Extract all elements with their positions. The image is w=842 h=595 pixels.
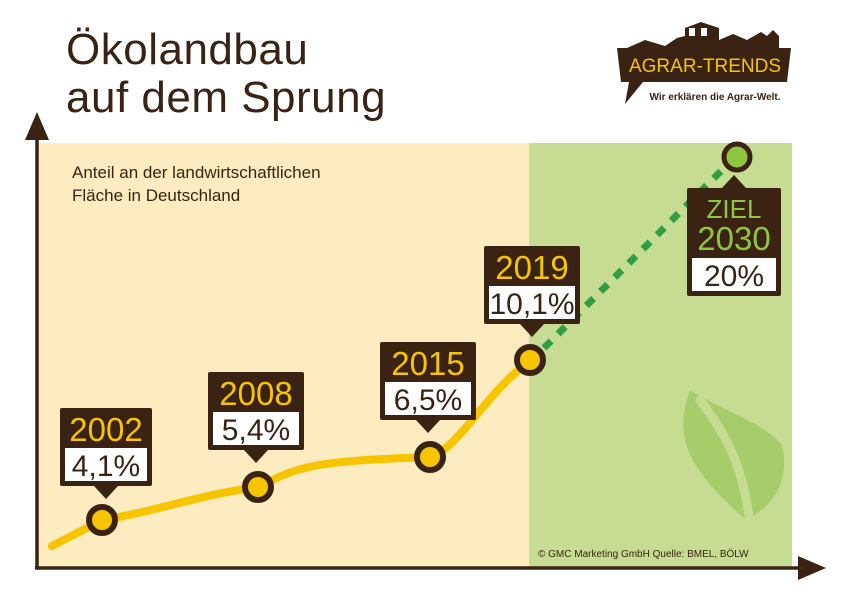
data-point-2019 bbox=[514, 344, 546, 376]
data-point-2002 bbox=[86, 504, 118, 536]
label-value-2015: 6,5% bbox=[394, 384, 462, 417]
label-value-bg-2015 bbox=[385, 382, 471, 415]
label-pointer-2015 bbox=[416, 420, 440, 433]
farm-silhouette-icon bbox=[627, 22, 779, 48]
label-pointer-2002 bbox=[94, 486, 118, 499]
label-target-prefix: ZIEL bbox=[707, 194, 762, 224]
label-year-2015: 2015 bbox=[391, 345, 464, 382]
label-value-2030: 20% bbox=[704, 260, 764, 293]
title-line-1: Ökolandbau bbox=[66, 25, 309, 74]
logo-name: AGRAR-TRENDS bbox=[629, 56, 781, 77]
label-value-bg-target bbox=[692, 258, 776, 291]
label-value-bg-2019 bbox=[489, 286, 575, 319]
chart-subtitle-line-1: Anteil an der landwirtschaftlichen bbox=[72, 163, 321, 182]
label-value-bg-2002 bbox=[65, 448, 147, 481]
label-value-bg-2008 bbox=[213, 412, 299, 445]
logo-tagline: Wir erklären die Agrar-Welt. bbox=[649, 92, 780, 103]
data-point-2008 bbox=[242, 471, 274, 503]
label-value-2019: 10,1% bbox=[489, 288, 574, 321]
label-pointer-2019 bbox=[520, 324, 544, 337]
label-pointer-target bbox=[722, 175, 746, 188]
agrar-trends-logo: AGRAR-TRENDS Wir erklären die Agrar-Welt… bbox=[617, 22, 791, 104]
data-point-2030 bbox=[721, 141, 753, 173]
source-note: © GMC Marketing GmbH Quelle: BMEL, BÖLW bbox=[538, 548, 749, 560]
label-year-2002: 2002 bbox=[69, 411, 142, 448]
data-point-2015 bbox=[414, 441, 446, 473]
trend-line-solid bbox=[48, 356, 534, 550]
y-axis-arrow bbox=[25, 112, 49, 140]
label-year-2019: 2019 bbox=[495, 249, 568, 286]
logo-banner bbox=[617, 48, 791, 104]
label-year-2008: 2008 bbox=[219, 375, 292, 412]
page-title: Ökolandbau auf dem Sprung bbox=[66, 26, 386, 122]
x-axis-arrow bbox=[798, 556, 826, 580]
title-line-2: auf dem Sprung bbox=[66, 73, 387, 122]
label-pointer-2008 bbox=[244, 450, 268, 463]
label-value-2008: 5,4% bbox=[222, 414, 290, 447]
leaf-icon bbox=[683, 390, 785, 545]
chart-subtitle-line-2: Fläche in Deutschland bbox=[72, 186, 240, 205]
label-value-2002: 4,1% bbox=[72, 450, 140, 483]
label-year-2030: 2030 bbox=[697, 220, 770, 257]
